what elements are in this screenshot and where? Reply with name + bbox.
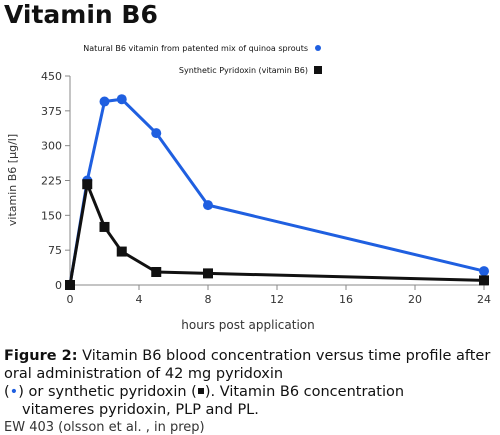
chart-series (65, 94, 489, 290)
caption-line-3: (•) or synthetic pyridoxin ( ). Vitamin B… (4, 383, 498, 401)
synthetic-marker-glyph (197, 388, 204, 394)
x-tick-label: 12 (270, 293, 284, 306)
legend-label-2: Synthetic Pyridoxin (vitamin B6) (179, 66, 308, 75)
series-2-point (82, 179, 93, 190)
x-tick-label: 8 (205, 293, 212, 306)
x-tick-label: 4 (136, 293, 143, 306)
caption-line-1: Vitamin B6 blood concentration versus ti… (77, 348, 491, 364)
legend-marker-1 (315, 45, 321, 51)
y-tick-label: 75 (48, 244, 62, 257)
chart-axes (69, 76, 488, 286)
x-axis-ticks: 0 4 8 12 16 20 24 (67, 285, 491, 306)
line-chart: 0 75 150 225 300 375 450 0 4 8 12 16 20 24 Natural B… (6, 44, 491, 332)
series-1-point (116, 94, 127, 105)
x-tick-label: 24 (477, 293, 491, 306)
caption-line-5: EW 403 (olsson et al. , in prep) (4, 420, 205, 435)
series-2-point (65, 280, 75, 290)
series-2-point (151, 266, 162, 277)
y-tick-label: 375 (41, 105, 62, 118)
y-tick-label: 225 (41, 175, 62, 188)
x-tick-label: 20 (408, 293, 422, 306)
figure-caption: Figure 2: Vitamin B6 blood concentration… (4, 347, 498, 419)
y-axis-label: vitamin B6 [µg/l] (6, 134, 19, 226)
series-2-point (479, 275, 489, 286)
caption-paren-open: ( (4, 384, 10, 400)
series-1-point (203, 200, 213, 211)
series-1-point (99, 96, 110, 107)
caption-line-3-end: ). Vitamin B6 concentration (204, 384, 405, 400)
y-tick-label: 450 (41, 70, 62, 83)
y-tick-label: 300 (41, 140, 62, 153)
page-title: Vitamin B6 (4, 0, 158, 29)
legend-label-1: Natural B6 vitamin from patented mix of … (83, 44, 308, 53)
series-2-point (203, 268, 213, 279)
series-line-2 (68, 182, 485, 286)
series-2-point (116, 246, 127, 257)
x-tick-label: 0 (67, 293, 74, 306)
caption-line-4: vitameres pyridoxin, PLP and PL. (22, 402, 259, 418)
y-tick-label: 150 (41, 209, 62, 222)
caption-line-2: oral administration of 42 mg pyridoxin (4, 366, 284, 382)
y-tick-label: 0 (55, 279, 62, 292)
caption-line-3-mid: ) or synthetic pyridoxin ( (18, 384, 197, 400)
series-1-point (479, 266, 489, 277)
legend-marker-2 (314, 66, 322, 74)
series-2-point (99, 221, 110, 232)
natural-marker-glyph: • (9, 384, 19, 400)
x-tick-label: 16 (339, 293, 353, 306)
caption-label: Figure 2: (4, 348, 78, 364)
y-axis-ticks: 0 75 150 225 300 375 450 (41, 70, 70, 292)
x-axis-label: hours post application (181, 318, 314, 332)
chart-legend: Natural B6 vitamin from patented mix of … (83, 44, 322, 75)
series-1-point (151, 128, 162, 139)
